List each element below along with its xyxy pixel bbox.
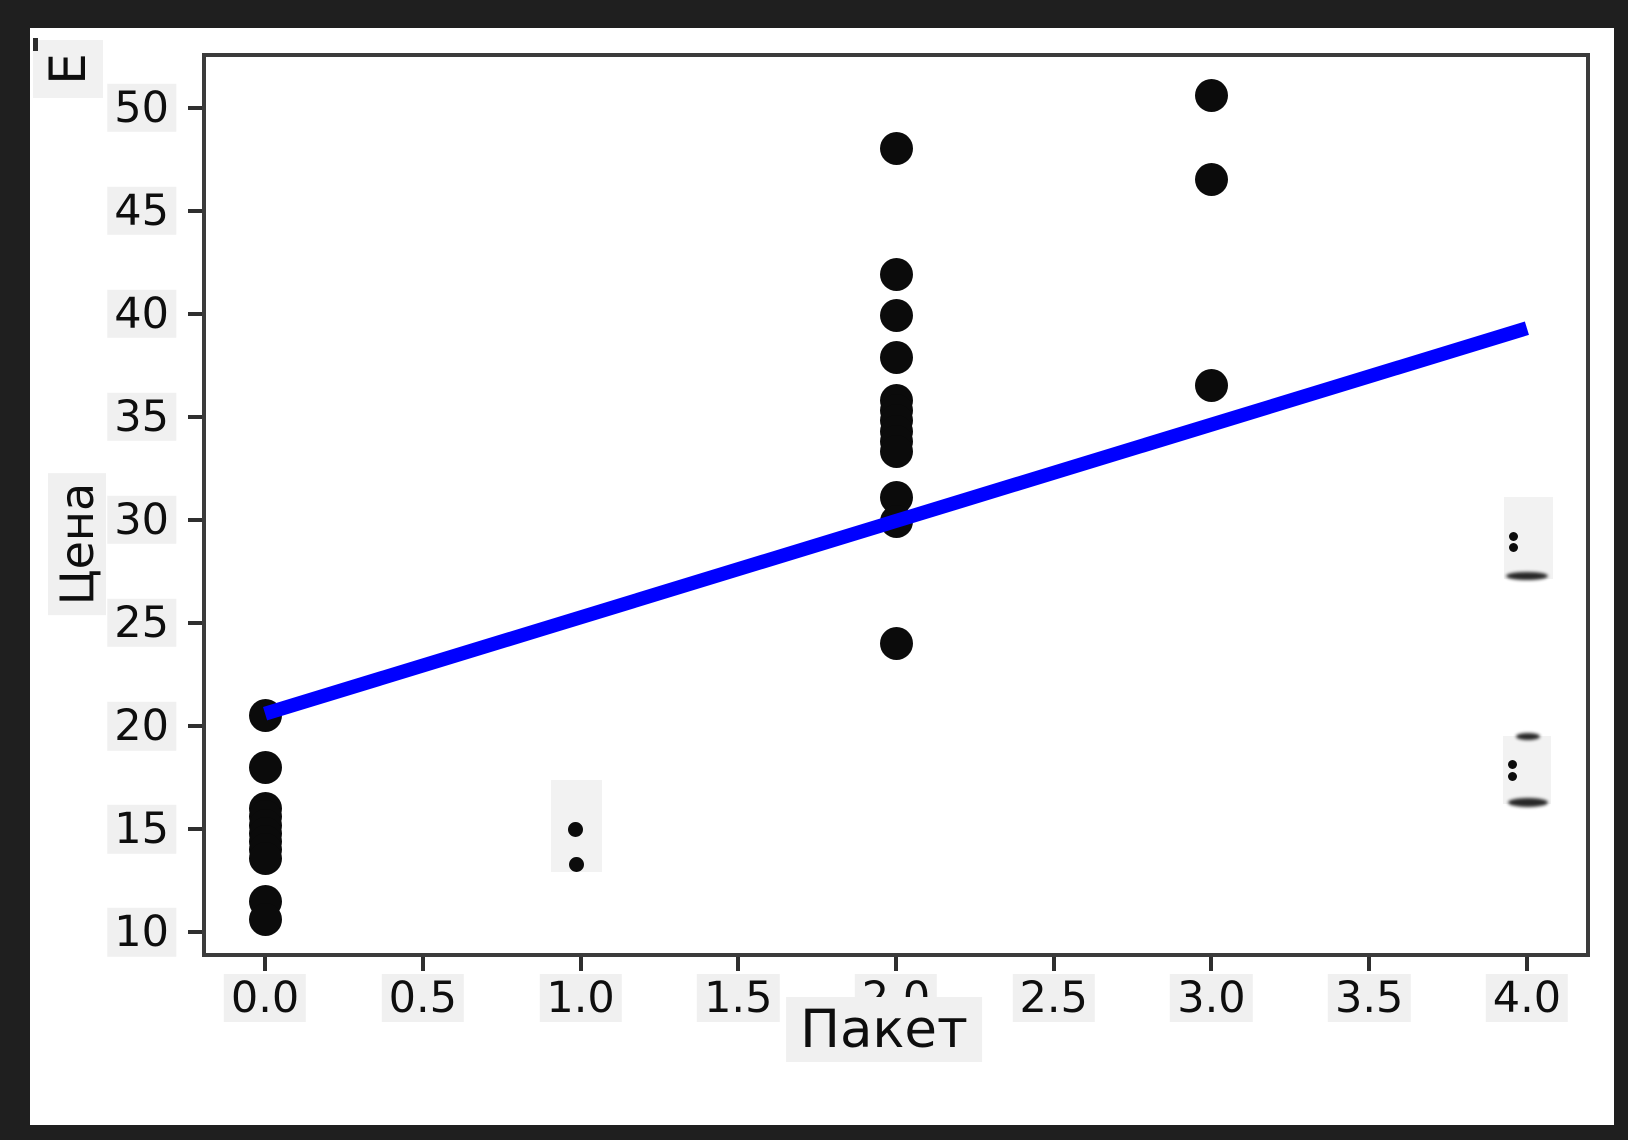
plot-area [202, 53, 1590, 957]
